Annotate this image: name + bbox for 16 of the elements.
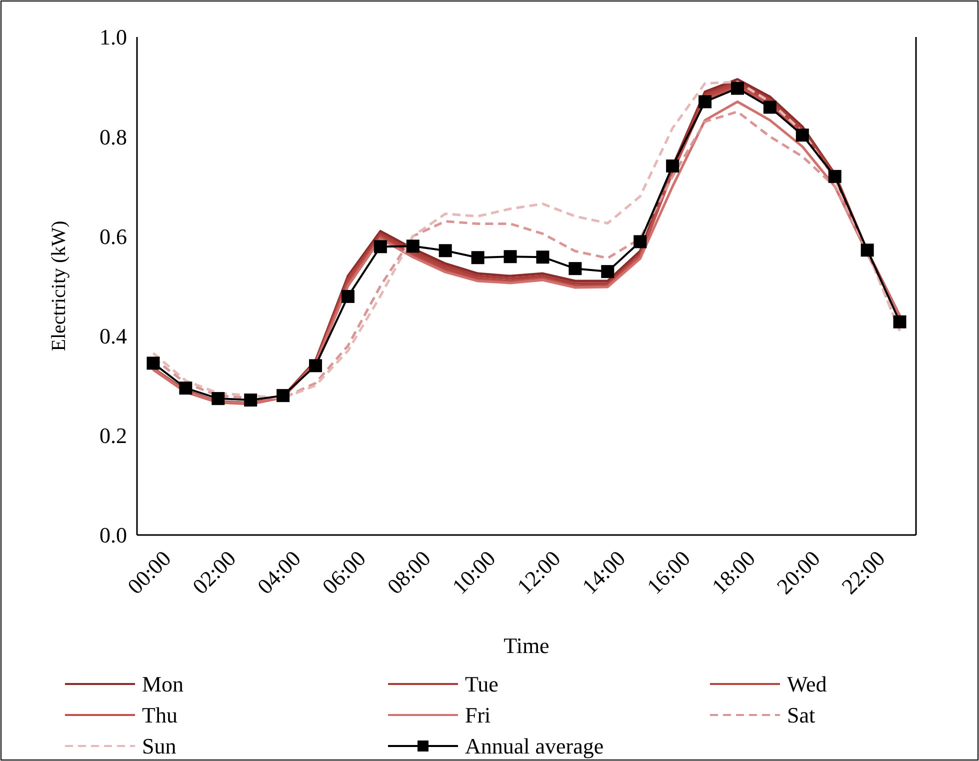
legend-label: Sun (142, 734, 176, 759)
y-tick-label: 1.0 (100, 24, 127, 50)
y-tick-label: 0.8 (100, 124, 127, 150)
y-tick-label: 0.6 (100, 224, 127, 249)
legend-label: Annual average (465, 734, 604, 759)
legend-label: Wed (787, 672, 827, 697)
legend-label: Thu (142, 702, 178, 728)
legend-label: Fri (465, 702, 491, 728)
y-tick-label: 0.2 (100, 423, 127, 448)
y-axis-title: Electricity (kW) (48, 220, 70, 352)
y-tick-label: 0.4 (100, 324, 127, 348)
legend-label: Sat (787, 702, 816, 728)
legend-label: Tue (465, 672, 498, 697)
legend-label: Mon (142, 672, 184, 697)
y-tick-label: 0.0 (100, 522, 127, 548)
x-axis-title: Time (504, 633, 550, 658)
